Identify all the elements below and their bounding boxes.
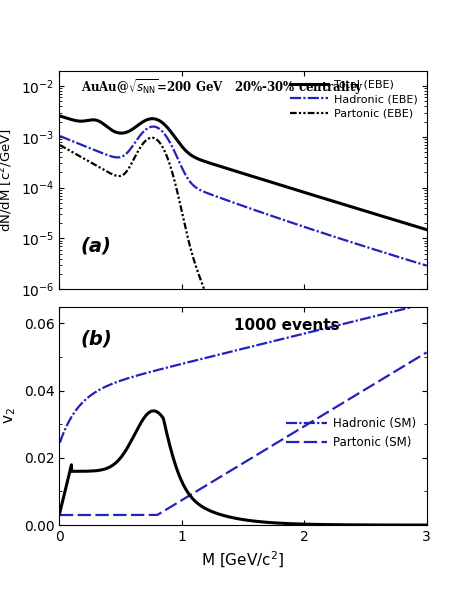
Y-axis label: v$_2$: v$_2$ (2, 408, 18, 424)
Text: 1000 events: 1000 events (234, 317, 340, 333)
Text: AuAu@$\sqrt{s_\mathrm{NN}}$=200 GeV   20%-30% centrality: AuAu@$\sqrt{s_\mathrm{NN}}$=200 GeV 20%-… (82, 77, 365, 97)
Legend: Hadronic (SM), Partonic (SM): Hadronic (SM), Partonic (SM) (281, 412, 421, 454)
X-axis label: M [GeV/c$^2$]: M [GeV/c$^2$] (201, 549, 284, 569)
Text: (a): (a) (81, 236, 111, 255)
Legend: Total (EBE), Hadronic (EBE), Partonic (EBE): Total (EBE), Hadronic (EBE), Partonic (E… (286, 76, 421, 122)
Text: (b): (b) (80, 330, 112, 349)
Y-axis label: dN/dM [c$^2$/GeV]: dN/dM [c$^2$/GeV] (0, 128, 15, 232)
